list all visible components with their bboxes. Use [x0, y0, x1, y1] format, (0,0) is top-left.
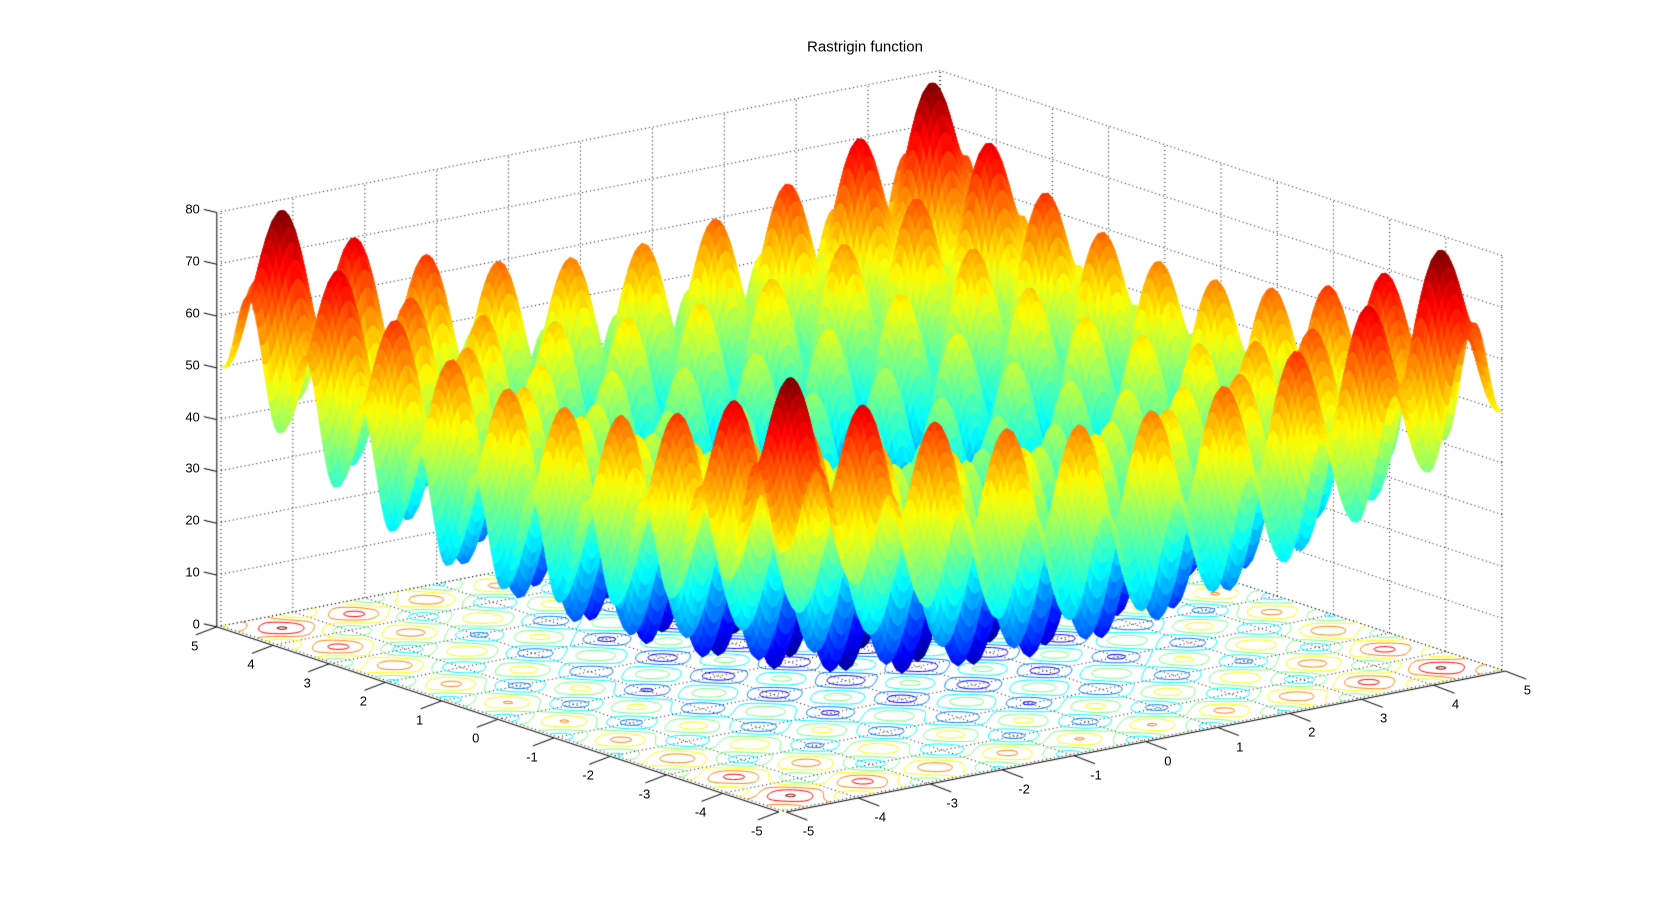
- x-axis-tick-label: -3: [946, 795, 958, 811]
- x-axis-tick-label: 0: [1164, 753, 1172, 769]
- z-axis-tick-label: 50: [185, 357, 200, 373]
- z-axis-tick-label: 70: [185, 253, 200, 269]
- y-axis-tick-label: 1: [415, 712, 424, 728]
- z-axis-tick-label: 60: [185, 305, 200, 321]
- x-axis-tick-label: -2: [1018, 781, 1030, 797]
- y-axis-tick-label: -5: [751, 823, 763, 839]
- z-axis-tick-label: 20: [185, 512, 200, 528]
- y-axis-tick-label: 3: [303, 675, 311, 691]
- x-axis-tick-label: 2: [1308, 724, 1316, 740]
- y-axis-tick-label: 4: [247, 656, 255, 672]
- x-axis-tick-label: 5: [1523, 682, 1532, 698]
- chart-title: Rastrigin function: [807, 38, 923, 56]
- y-axis-tick-label: 0: [472, 730, 480, 746]
- y-axis-tick-label: -2: [582, 767, 594, 783]
- x-axis-tick-label: 1: [1236, 739, 1244, 754]
- z-axis-tick-label: 10: [185, 564, 200, 580]
- y-axis-tick-label: -1: [526, 749, 538, 765]
- x-axis-tick-label: -4: [874, 809, 887, 825]
- y-axis-tick-label: 2: [359, 693, 368, 709]
- x-axis-tick-label: -5: [802, 823, 815, 839]
- z-axis-tick-label: 30: [185, 460, 200, 476]
- y-axis-tick-label: -4: [694, 804, 707, 820]
- y-axis-tick-label: -3: [638, 786, 651, 802]
- x-axis-tick-label: 4: [1451, 696, 1460, 712]
- x-axis-tick-label: -1: [1090, 767, 1102, 783]
- x-axis-tick-label: 3: [1379, 710, 1388, 726]
- y-axis-tick-label: 5: [191, 638, 199, 654]
- z-axis-tick-label: 40: [185, 409, 200, 425]
- z-axis-tick-label: 0: [192, 616, 200, 632]
- z-axis-tick-label: 80: [185, 201, 200, 217]
